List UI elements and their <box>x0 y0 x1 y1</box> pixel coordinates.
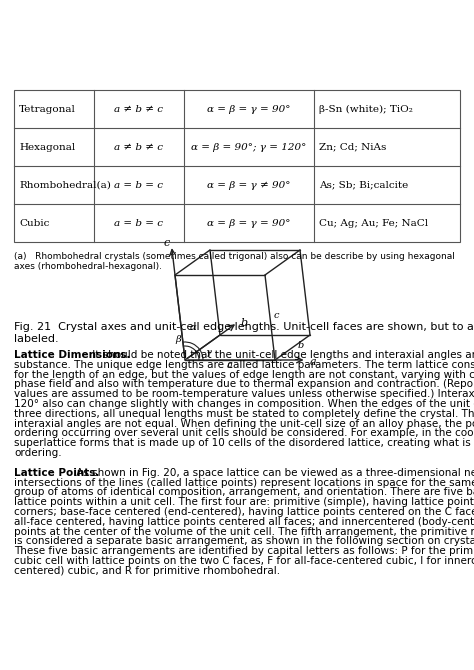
Text: cubic cell with lattice points on the two C faces, F for all-face-centered cubic: cubic cell with lattice points on the tw… <box>14 556 474 566</box>
Text: Fig. 21  Crystal axes and unit-cell edge lengths. Unit-cell faces are shown, but: Fig. 21 Crystal axes and unit-cell edge … <box>14 322 474 332</box>
Text: centered) cubic, and R for primitive rhombohedral.: centered) cubic, and R for primitive rho… <box>14 565 280 576</box>
Text: As; Sb; Bi;calcite: As; Sb; Bi;calcite <box>319 180 408 190</box>
Text: α = β = γ = 90°: α = β = γ = 90° <box>207 105 291 113</box>
Text: Rhombohedral(a): Rhombohedral(a) <box>19 180 111 190</box>
Text: values are assumed to be room-temperature values unless otherwise specified.) In: values are assumed to be room-temperatur… <box>14 389 474 399</box>
Text: Cubic: Cubic <box>19 218 49 228</box>
Bar <box>14 90 460 242</box>
Text: a: a <box>227 361 233 370</box>
Text: intersections of the lines (called lattice points) represent locations in space : intersections of the lines (called latti… <box>14 478 474 488</box>
Text: for the length of an edge, but the values of edge length are not constant, varyi: for the length of an edge, but the value… <box>14 370 474 380</box>
Text: superlattice forms that is made up of 10 cells of the disordered lattice, creati: superlattice forms that is made up of 10… <box>14 438 474 448</box>
Text: substance. The unique edge lengths are called lattice parameters. The term latti: substance. The unique edge lengths are c… <box>14 360 474 370</box>
Text: group of atoms of identical composition, arrangement, and orientation. There are: group of atoms of identical composition,… <box>14 487 474 497</box>
Text: a = b = c: a = b = c <box>115 180 164 190</box>
Text: c: c <box>164 239 170 249</box>
Text: γ: γ <box>205 348 211 357</box>
Text: a ≠ b ≠ c: a ≠ b ≠ c <box>115 143 164 151</box>
Text: b: b <box>298 340 304 350</box>
Text: b: b <box>240 318 247 328</box>
Text: Zn; Cd; NiAs: Zn; Cd; NiAs <box>319 143 386 151</box>
Text: is considered a separate basic arrangement, as shown in the following section on: is considered a separate basic arrangeme… <box>14 537 474 547</box>
Text: (a)   Rhombohedral crystals (sometimes called trigonal) also can be describe by : (a) Rhombohedral crystals (sometimes cal… <box>14 252 455 271</box>
Text: ordering occurring over several unit cells should be considered. For example, in: ordering occurring over several unit cel… <box>14 428 474 438</box>
Text: α = β = 90°; γ = 120°: α = β = 90°; γ = 120° <box>191 143 307 151</box>
Text: ordering.: ordering. <box>14 448 62 458</box>
Text: α = β = γ = 90°: α = β = γ = 90° <box>207 218 291 228</box>
Text: 120° also can change slightly with changes in composition. When the edges of the: 120° also can change slightly with chang… <box>14 399 474 409</box>
Text: lattice points within a unit cell. The first four are: primitive (simple), havin: lattice points within a unit cell. The f… <box>14 497 474 507</box>
Text: phase field and also with temperature due to thermal expansion and contraction. : phase field and also with temperature du… <box>14 379 474 389</box>
Text: β-Sn (white); TiO₂: β-Sn (white); TiO₂ <box>319 105 413 113</box>
Text: β: β <box>175 335 181 344</box>
Text: These five basic arrangements are identified by capital letters as follows: P fo: These five basic arrangements are identi… <box>14 546 474 556</box>
Text: points at the center of the volume of the unit cell. The fifth arrangement, the : points at the center of the volume of th… <box>14 527 474 537</box>
Text: α: α <box>190 323 197 332</box>
Text: corners; base-face centered (end-centered), having lattice points centered on th: corners; base-face centered (end-centere… <box>14 507 474 517</box>
Text: It should be noted that the unit-cell edge lengths and interaxial angles are uni: It should be noted that the unit-cell ed… <box>89 350 474 360</box>
Text: α = β = γ ≠ 90°: α = β = γ ≠ 90° <box>207 180 291 190</box>
Text: Tetragonal: Tetragonal <box>19 105 76 113</box>
Text: a = b = c: a = b = c <box>115 218 164 228</box>
Text: a ≠ b ≠ c: a ≠ b ≠ c <box>115 105 164 113</box>
Text: c: c <box>274 310 280 320</box>
Text: Cu; Ag; Au; Fe; NaCl: Cu; Ag; Au; Fe; NaCl <box>319 218 428 228</box>
Text: all-face centered, having lattice points centered all faces; and innercentered (: all-face centered, having lattice points… <box>14 517 474 527</box>
Text: a: a <box>310 357 316 367</box>
Text: Lattice Dimensions.: Lattice Dimensions. <box>14 350 130 360</box>
Text: Hexagonal: Hexagonal <box>19 143 75 151</box>
Text: As shown in Fig. 20, a space lattice can be viewed as a three-dimensional networ: As shown in Fig. 20, a space lattice can… <box>73 468 474 478</box>
Text: interaxial angles are not equal. When defining the unit-cell size of an alloy ph: interaxial angles are not equal. When de… <box>14 419 474 429</box>
Text: three directions, all unequal lengths must be stated to completely define the cr: three directions, all unequal lengths mu… <box>14 409 474 419</box>
Text: labeled.: labeled. <box>14 334 59 344</box>
Text: Lattice Points.: Lattice Points. <box>14 468 100 478</box>
